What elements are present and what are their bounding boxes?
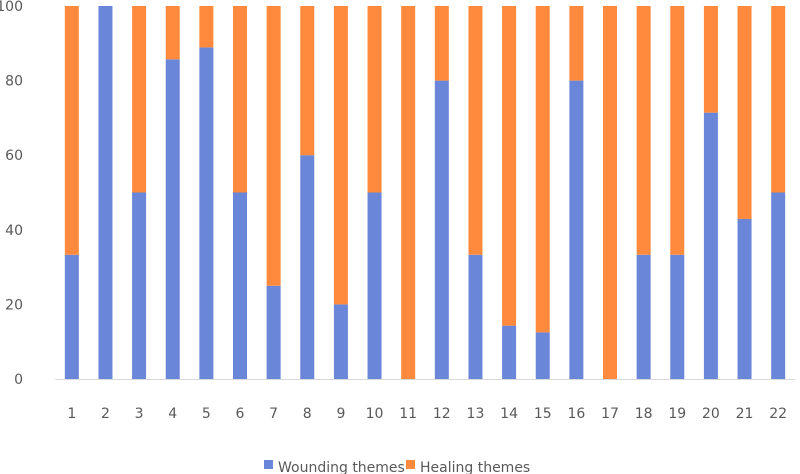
x-tick-label: 4 [168, 406, 177, 422]
bar-wounding [300, 155, 315, 379]
bar-healing [703, 6, 718, 113]
y-axis: 0 20 40 60 80 100 [0, 0, 23, 388]
bar-wounding [502, 325, 517, 379]
bar-healing [199, 6, 214, 48]
legend-label-healing: Healing themes [420, 460, 530, 474]
bar-wounding [636, 254, 651, 379]
y-tick-label: 20 [5, 297, 23, 313]
y-tick-label: 80 [5, 74, 23, 90]
y-tick-label: 40 [5, 223, 23, 239]
bar-wounding [98, 6, 113, 379]
x-tick-label: 21 [736, 406, 754, 422]
x-tick-label: 19 [668, 406, 686, 422]
bar-healing [636, 6, 651, 255]
bar-healing [569, 6, 584, 81]
x-tick-label: 2 [101, 406, 110, 422]
bar-healing [132, 6, 147, 193]
x-tick-label: 16 [567, 406, 585, 422]
bar-healing [165, 6, 180, 60]
bar-healing [535, 6, 550, 333]
x-tick-label: 11 [399, 406, 417, 422]
x-tick-label: 15 [534, 406, 552, 422]
bar-wounding [165, 59, 180, 380]
legend: Wounding themes Healing themes [264, 460, 530, 474]
x-tick-label: 6 [236, 406, 245, 422]
x-tick-label: 18 [635, 406, 653, 422]
x-tick-label: 8 [303, 406, 312, 422]
bar-healing [670, 6, 685, 255]
x-tick-label: 13 [467, 406, 485, 422]
legend-swatch-wounding [264, 460, 273, 469]
bar-healing [737, 6, 752, 219]
x-tick-label: 5 [202, 406, 211, 422]
bar-wounding [64, 254, 79, 379]
bar-healing [434, 6, 449, 81]
bar-wounding [569, 80, 584, 379]
x-tick-label: 20 [702, 406, 720, 422]
x-axis: 1 2 3 4 5 6 7 8 9 10 11 12 13 14 15 16 17 18 19 20 21 22 [67, 406, 787, 422]
bar-wounding [468, 254, 483, 379]
bar-healing [502, 6, 517, 326]
bar-wounding [199, 47, 214, 379]
bar-wounding [233, 192, 247, 379]
y-tick-label: 60 [5, 148, 23, 164]
bar-healing [603, 6, 617, 379]
bar-wounding [670, 254, 685, 379]
legend-label-wounding: Wounding themes [278, 460, 405, 474]
bar-healing [64, 6, 79, 255]
bar-wounding [266, 285, 281, 379]
bar-wounding [535, 332, 550, 379]
bar-healing [333, 6, 348, 305]
bar-healing [401, 6, 416, 379]
x-tick-label: 7 [269, 406, 278, 422]
bar-wounding [434, 80, 449, 379]
x-tick-label: 17 [601, 406, 619, 422]
bars [64, 6, 786, 380]
bar-healing [468, 6, 483, 255]
bar-healing [300, 6, 315, 156]
x-tick-label: 12 [433, 406, 451, 422]
x-tick-label: 14 [500, 406, 518, 422]
y-tick-label: 0 [14, 372, 23, 388]
x-tick-label: 10 [366, 406, 384, 422]
bar-wounding [703, 112, 718, 379]
x-tick-label: 3 [135, 406, 144, 422]
bar-wounding [771, 192, 786, 379]
bar-wounding [367, 192, 382, 379]
bar-healing [771, 6, 786, 193]
bar-wounding [333, 304, 348, 379]
bar-healing [266, 6, 281, 286]
legend-swatch-healing [406, 460, 415, 469]
x-tick-label: 22 [769, 406, 787, 422]
x-tick-label: 9 [336, 406, 345, 422]
bar-wounding [737, 218, 752, 379]
y-tick-label: 100 [0, 0, 23, 15]
bar-healing [233, 6, 247, 193]
bar-healing [367, 6, 382, 193]
x-tick-label: 1 [67, 406, 76, 422]
bar-wounding [132, 192, 147, 379]
